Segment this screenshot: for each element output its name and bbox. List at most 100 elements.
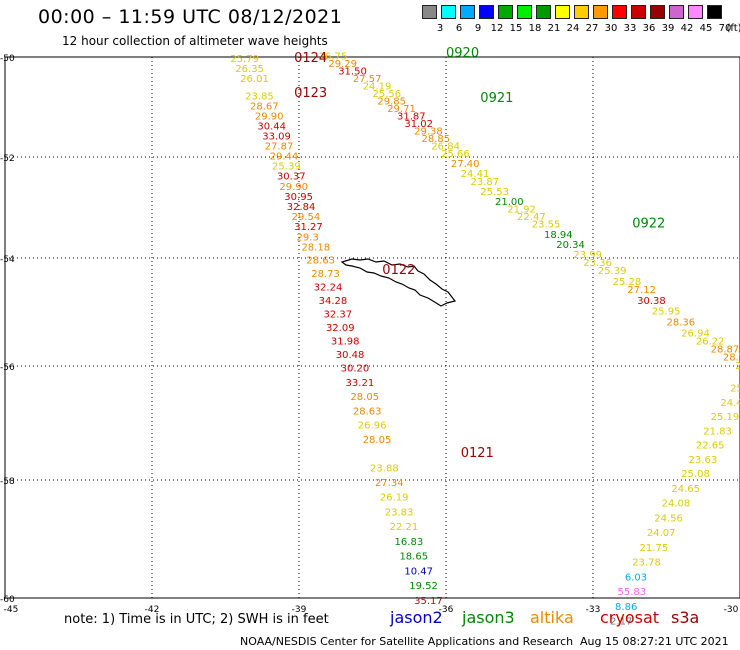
swh-value-label: 27.40 [451, 159, 480, 170]
colorbar-swatch [650, 5, 665, 19]
swh-value-label: 28.87 [711, 345, 740, 356]
swh-value-label: 34.28 [319, 296, 348, 307]
swh-value-label: 22.65 [696, 441, 725, 452]
swh-value-label: 28.63 [353, 406, 382, 417]
colorbar-swatch [498, 5, 513, 19]
swh-value-label: 30.48 [336, 350, 365, 361]
track-labels: 25.7926.3526.0123.8528.6729.9030.4433.09… [230, 46, 740, 628]
swh-value-label: 26.75 [319, 52, 348, 63]
swh-value-label: 22.21 [390, 522, 419, 533]
colorbar-label: 21 [547, 23, 561, 34]
swh-value-label: 25.79 [230, 54, 259, 65]
colorbar-label: 9 [474, 23, 482, 34]
swh-value-label: 2.17 [610, 617, 632, 628]
lon-tick-label: -45 [4, 605, 19, 615]
colorbar-swatch [460, 5, 475, 19]
swh-value-label: 24.56 [654, 513, 683, 524]
swh-value-label: 30.44 [257, 122, 286, 133]
swh-value-label: 27.87 [265, 142, 294, 153]
swh-value-label: 24.41 [461, 169, 490, 180]
colorbar-label: 27 [585, 23, 599, 34]
legend-sat-jason3: jason3 [462, 608, 515, 627]
colorbar-label: 42 [680, 23, 694, 34]
swh-value-label: 23.83 [385, 507, 414, 518]
swh-value-label: 25.28 [613, 277, 642, 288]
colorbar-swatch [555, 5, 570, 19]
colorbar-unit: (ft) [726, 23, 740, 34]
colorbar-swatch [574, 5, 589, 19]
colorbar-swatch [441, 5, 456, 19]
swh-value-label: 28.85 [422, 134, 451, 145]
colorbar-swatch [536, 5, 551, 19]
swh-value-label: 23.36 [583, 258, 612, 269]
swh-value-label: 28.63 [306, 255, 335, 266]
swh-value-label: 21.92 [507, 205, 536, 216]
swh-value-label: 23.85 [245, 92, 274, 103]
swh-value-label: 26.01 [240, 74, 269, 85]
swh-value-label: 29.85 [377, 97, 406, 108]
colorbar-label: 12 [490, 23, 504, 34]
pass-time-label: 0922 [632, 217, 665, 232]
lon-tick-label: -33 [586, 605, 601, 615]
lat-tick-label: -50 [0, 54, 15, 64]
pass-time-label: 0921 [480, 91, 513, 106]
swh-value-label: 28.18 [301, 242, 330, 253]
swh-value-label: 24.07 [647, 528, 676, 539]
swh-value-label: 25.53 [480, 187, 509, 198]
pass-time-label: 0123 [294, 86, 327, 101]
swh-value-label: 29.54 [292, 212, 321, 223]
colorbar-label: 39 [661, 23, 675, 34]
colorbar-label: 30 [604, 23, 618, 34]
lat-tick-label: -56 [0, 363, 15, 373]
swh-value-label: 55.83 [618, 587, 647, 598]
swh-value-label: 24.44 [720, 398, 740, 409]
swh-value-label: 23.78 [632, 558, 661, 569]
swh-value-label: 31.02 [404, 119, 433, 130]
swh-value-label: 25.39 [598, 266, 627, 277]
swh-value-label: 26.8 [735, 361, 740, 372]
swh-value-label: 18.94 [544, 230, 573, 241]
colorbar-swatch [479, 5, 494, 19]
swh-value-label: 31.98 [331, 336, 360, 347]
lat-tick-label: -60 [0, 595, 15, 605]
swh-value-label: 29.90 [279, 182, 308, 193]
lat-lon-grid [4, 56, 740, 599]
swh-value-label: 21.83 [703, 426, 732, 437]
swh-value-label: 22.47 [517, 212, 546, 223]
swh-value-label: 21.75 [640, 543, 669, 554]
swh-value-label: 30.38 [637, 296, 666, 307]
lon-tick-label: -42 [145, 605, 160, 615]
swh-value-label: 35.17 [414, 596, 443, 607]
swh-value-label: 29.3 [297, 232, 319, 243]
swh-value-label: 23.55 [532, 220, 561, 231]
swh-value-label: 23.88 [370, 463, 399, 474]
colorbar-label: 33 [623, 23, 637, 34]
lon-tick-label: -36 [439, 605, 454, 615]
lat-tick-label: -58 [0, 477, 15, 487]
pass-time-label: 0920 [446, 46, 479, 61]
swh-value-label: 28.73 [311, 269, 340, 280]
lon-tick-label: -39 [292, 605, 307, 615]
legend-sat-altika: altika [530, 608, 574, 627]
swh-value-label: 26.22 [696, 336, 725, 347]
swh-value-label: 25.56 [373, 89, 402, 100]
swh-value-label: 26.84 [431, 142, 460, 153]
colorbar-label: 15 [509, 23, 523, 34]
swh-value-label: 6.03 [625, 572, 647, 583]
swh-value-label: 27.12 [627, 285, 656, 296]
colorbar-label: 24 [566, 23, 580, 34]
swh-value-label: 31.87 [397, 112, 426, 123]
generated-time: Aug 15 08:27:21 UTC 2021 [580, 635, 729, 648]
swh-value-label: 28.77 [723, 353, 740, 364]
swh-value-label: 29.38 [414, 127, 443, 138]
swh-value-label: 29.44 [270, 152, 299, 163]
swh-value-label: 32.84 [287, 202, 316, 213]
lat-tick-label: -52 [0, 154, 15, 164]
swh-value-label: 26.19 [380, 493, 409, 504]
swh-value-label: 23.99 [573, 250, 602, 261]
swh-value-label: 32.09 [326, 323, 355, 334]
swh-value-label: 33.09 [262, 132, 291, 143]
colorbar-label: 45 [699, 23, 713, 34]
swh-value-label: 26.35 [235, 64, 264, 75]
